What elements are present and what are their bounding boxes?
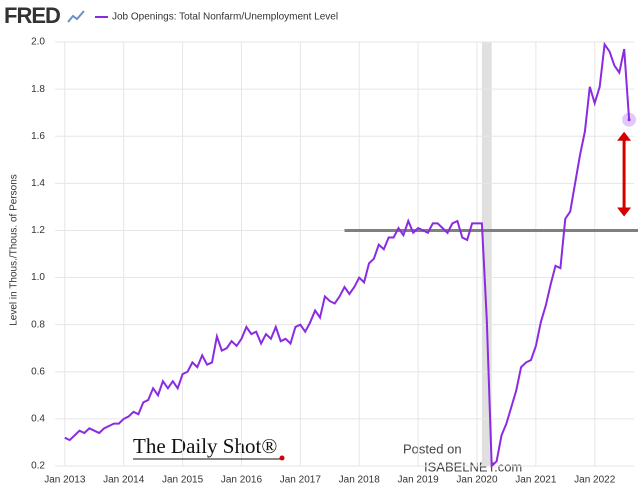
x-tick-label: Jan 2022 — [574, 475, 616, 486]
site-note: ISABELNET.com — [424, 459, 522, 474]
y-tick-label: 0.8 — [31, 319, 45, 330]
x-tick-label: Jan 2018 — [339, 475, 381, 486]
data-line — [64, 41, 631, 469]
gap-arrow-head — [617, 207, 632, 217]
y-tick-label: 1.2 — [31, 225, 45, 236]
legend-label: Job Openings: Total Nonfarm/Unemployment… — [112, 12, 338, 23]
y-tick-label: 0.4 — [31, 414, 45, 425]
x-tick-label: Jan 2019 — [398, 475, 440, 486]
y-tick-label: 1.8 — [31, 84, 45, 95]
recession-band — [481, 42, 492, 466]
y-tick-label: 2.0 — [31, 37, 45, 48]
logo: FRED — [4, 3, 60, 28]
logo-icon — [67, 10, 85, 23]
x-tick-label: Jan 2014 — [103, 475, 145, 486]
gap-arrow-head — [617, 131, 632, 141]
y-tick-label: 0.2 — [31, 461, 45, 472]
x-tick-label: Jan 2017 — [280, 475, 322, 486]
y-tick-label: 1.4 — [31, 178, 45, 189]
x-tick-label: Jan 2016 — [221, 475, 263, 486]
x-tick-label: Jan 2013 — [44, 475, 86, 486]
last-point — [627, 118, 631, 122]
x-tick-label: Jan 2015 — [162, 475, 204, 486]
y-tick-label: 0.6 — [31, 366, 45, 377]
source-note: The Daily Shot® — [133, 434, 277, 458]
posted-note: Posted on — [403, 441, 462, 456]
y-tick-label: 1.6 — [31, 131, 45, 142]
y-axis-label: Level in Thous./Thous. of Persons — [9, 174, 20, 326]
x-tick-label: Jan 2021 — [515, 475, 557, 486]
source-dot — [279, 455, 285, 461]
x-tick-label: Jan 2020 — [456, 475, 498, 486]
y-tick-label: 1.0 — [31, 272, 45, 283]
